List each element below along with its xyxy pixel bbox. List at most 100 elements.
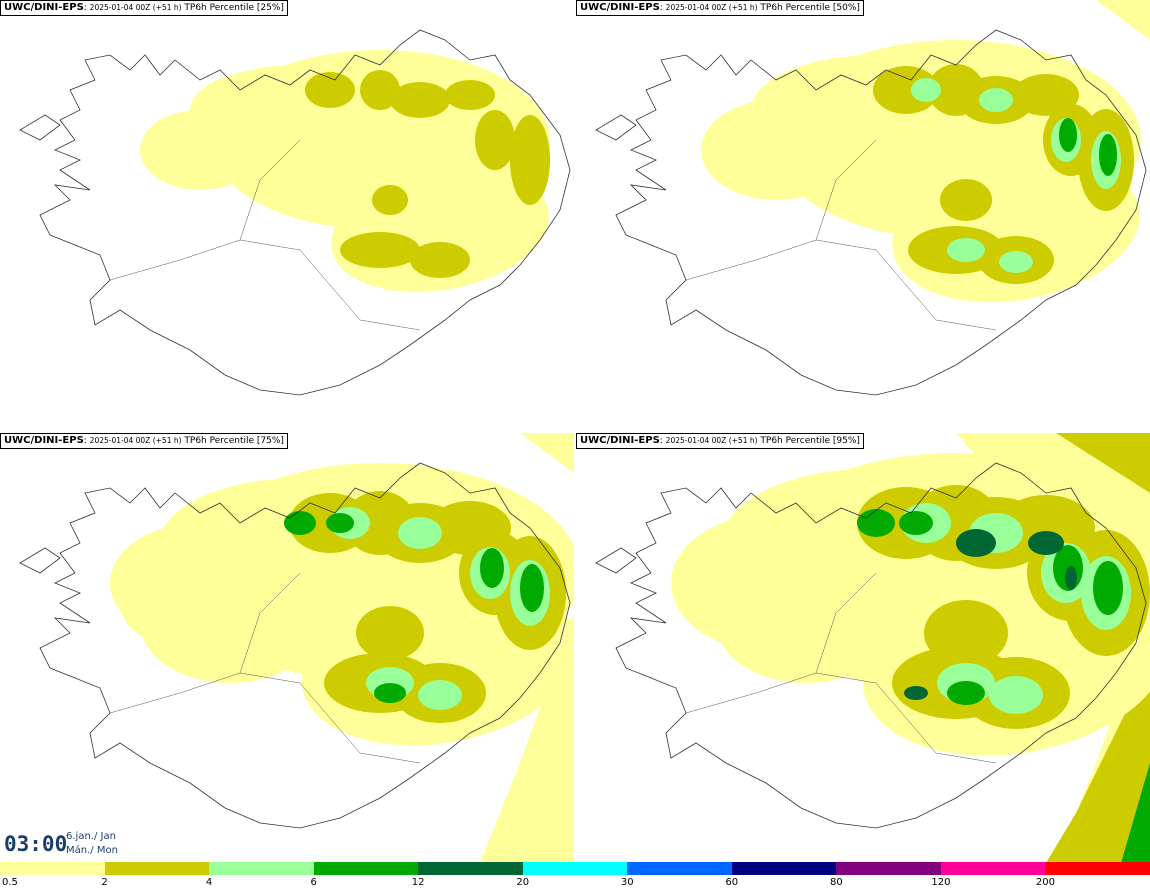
run-time: 2025-01-04 00Z (+51 h)	[665, 436, 758, 445]
precip-area	[480, 613, 574, 862]
precip-area	[390, 82, 450, 118]
precip-area	[701, 100, 851, 200]
precip-map	[19, 433, 574, 862]
precip-area	[940, 179, 992, 221]
field-name: TP6h Percentile [50%]	[760, 3, 860, 13]
panel-title: UWC/DINI-EPS: 2025-01-04 00Z (+51 h) TP6…	[576, 0, 864, 16]
precip-area	[445, 80, 495, 110]
legend-label: 60	[725, 877, 739, 888]
precip-area	[1065, 566, 1077, 590]
valid-time-box: 03:00 6.jan./ Jan Mán./ Mon	[0, 828, 132, 862]
panel-title: UWC/DINI-EPS: 2025-01-04 00Z (+51 h) TP6…	[0, 433, 288, 449]
run-time: 2025-01-04 00Z (+51 h)	[665, 3, 758, 12]
coastline	[39, 29, 571, 396]
precip-area	[1099, 134, 1117, 176]
road-line	[875, 682, 997, 764]
panel-divider	[0, 431, 1150, 433]
precip-area	[1059, 118, 1077, 152]
precip-area	[979, 88, 1013, 112]
precip-area	[1046, 663, 1150, 862]
coastline	[19, 114, 61, 141]
color-legend: 0.5 2 4 6 12 20 30 60 80 120 200	[0, 862, 1150, 891]
road-line	[299, 249, 421, 331]
coastline	[39, 462, 571, 829]
precip-area	[989, 676, 1043, 714]
precip-area	[340, 232, 420, 268]
legend-label: 6	[310, 877, 317, 888]
precip-area	[520, 564, 544, 612]
precip-area	[372, 185, 408, 215]
precip-area	[418, 680, 462, 710]
road-line	[875, 249, 997, 331]
map-panel-p75: UWC/DINI-EPS: 2025-01-04 00Z (+51 h) TP6…	[0, 433, 574, 864]
legend-label: 120	[931, 877, 951, 888]
precip-area	[398, 517, 442, 549]
precip-area	[1121, 763, 1150, 862]
map-panel-p50: UWC/DINI-EPS: 2025-01-04 00Z (+51 h) TP6…	[576, 0, 1150, 431]
field-name: TP6h Percentile [95%]	[760, 436, 860, 446]
precip-area	[1028, 531, 1064, 555]
model-name: UWC/DINI-EPS	[580, 435, 660, 446]
precip-area	[873, 66, 939, 114]
legend-swatch	[104, 862, 210, 875]
legend-label: 30	[620, 877, 634, 888]
precip-area	[510, 115, 550, 205]
precip-area	[140, 110, 260, 190]
precip-area	[904, 686, 928, 700]
precip-area	[911, 78, 941, 102]
precip-area	[356, 606, 424, 660]
road-line	[299, 682, 421, 764]
precip-area	[1093, 561, 1123, 615]
precip-area	[1013, 74, 1079, 116]
legend-swatch	[418, 862, 523, 875]
precip-area	[696, 563, 796, 643]
road-line	[815, 139, 877, 241]
legend-swatch	[522, 862, 628, 875]
panel-title: UWC/DINI-EPS: 2025-01-04 00Z (+51 h) TP6…	[0, 0, 288, 16]
precip-area	[956, 529, 996, 557]
precip-area	[1056, 433, 1150, 493]
coastline	[615, 29, 1147, 396]
precip-area	[475, 110, 515, 170]
precip-area	[947, 238, 985, 262]
precip-area	[947, 681, 985, 705]
legend-swatch	[1045, 862, 1150, 875]
legend-swatch	[940, 862, 1046, 875]
precip-map	[19, 29, 571, 396]
precip-area	[857, 509, 895, 537]
road-line	[239, 572, 301, 674]
road-line	[109, 239, 301, 281]
precip-area	[520, 433, 574, 473]
model-name: UWC/DINI-EPS	[4, 435, 84, 446]
map-panel-p25: UWC/DINI-EPS: 2025-01-04 00Z (+51 h) TP6…	[0, 0, 574, 431]
coastline	[595, 547, 637, 574]
legend-swatch	[836, 862, 941, 875]
run-time: 2025-01-04 00Z (+51 h)	[89, 436, 182, 445]
precip-area	[374, 683, 406, 703]
valid-time: 03:00	[4, 832, 68, 856]
coastline	[615, 462, 1147, 829]
map-panel-p95: UWC/DINI-EPS: 2025-01-04 00Z (+51 h) TP6…	[576, 433, 1150, 862]
legend-color-bar	[0, 862, 1150, 875]
precip-area	[999, 251, 1033, 273]
legend-swatch	[313, 862, 419, 875]
legend-swatch	[731, 862, 837, 875]
legend-label: 4	[205, 877, 213, 888]
legend-swatch	[209, 862, 314, 875]
run-time: 2025-01-04 00Z (+51 h)	[89, 3, 182, 12]
model-name: UWC/DINI-EPS	[4, 2, 84, 13]
road-line	[109, 672, 301, 714]
precip-area	[284, 511, 316, 535]
legend-swatch	[0, 862, 105, 875]
coastline	[595, 114, 637, 141]
panel-title: UWC/DINI-EPS: 2025-01-04 00Z (+51 h) TP6…	[576, 433, 864, 449]
legend-label: 12	[411, 877, 425, 888]
road-line	[815, 572, 877, 674]
precip-area	[480, 548, 504, 588]
legend-label: 2	[101, 877, 108, 888]
legend-label: 20	[516, 877, 530, 888]
road-line	[685, 672, 877, 714]
precip-area	[305, 72, 355, 108]
field-name: TP6h Percentile [75%]	[184, 436, 284, 446]
valid-date-line2: Mán./ Mon	[66, 845, 118, 856]
